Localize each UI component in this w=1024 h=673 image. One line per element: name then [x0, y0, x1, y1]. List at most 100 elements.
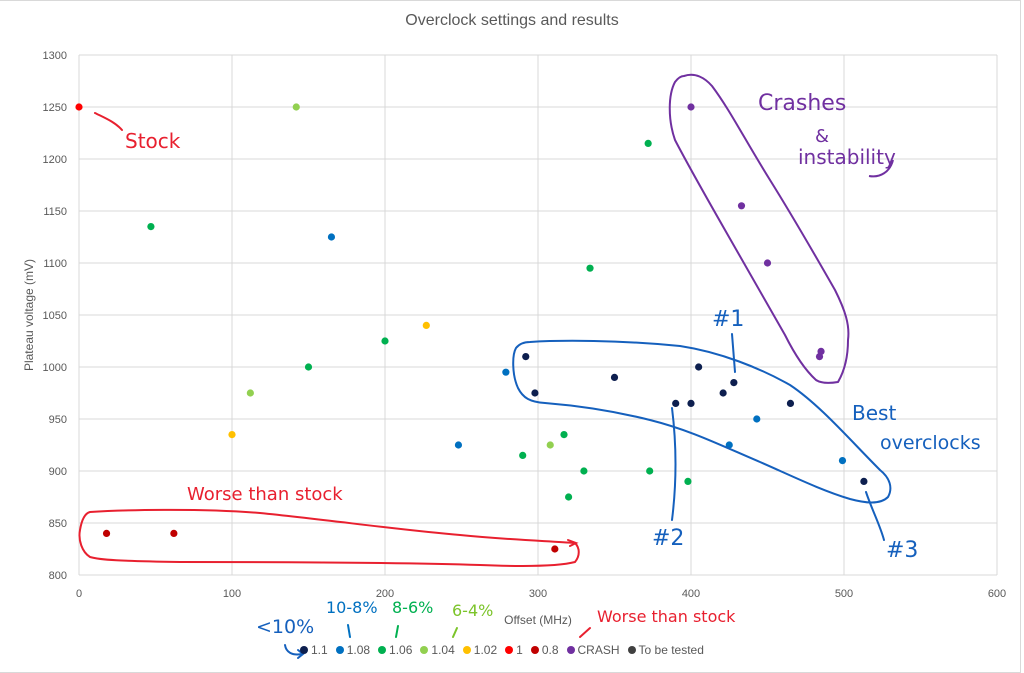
data-point: [75, 103, 83, 111]
legend-marker-icon: [420, 646, 429, 654]
legend-label: 1.1: [311, 643, 328, 657]
data-point: [454, 441, 463, 449]
data-point: [228, 431, 236, 439]
data-point: [838, 457, 847, 465]
data-point: [695, 363, 703, 371]
y-tick-label: 1000: [43, 362, 67, 374]
y-tick-label: 1200: [43, 154, 67, 166]
annotation-worse-legend-text: Worse than stock: [597, 607, 736, 626]
gridlines: [78, 54, 998, 576]
annotation-n2-text: #2: [652, 526, 684, 551]
annotation-n3-text: #3: [886, 538, 918, 563]
legend-item: 1.08: [335, 643, 371, 657]
legend-marker-icon: [462, 646, 471, 654]
data-point: [551, 545, 559, 553]
legend-item: 1.1: [300, 643, 328, 657]
data-point: [817, 347, 825, 355]
data-point: [646, 467, 654, 475]
legend-label: 1.02: [473, 643, 498, 657]
y-tick-label: 950: [49, 414, 67, 426]
data-point: [644, 139, 652, 147]
x-tick-label: 300: [529, 588, 547, 600]
annotation-worse-loop: [78, 508, 580, 567]
data-point: [725, 441, 733, 449]
legend-annotations: [284, 624, 591, 659]
data-point: [327, 233, 336, 241]
data-point: [753, 415, 761, 423]
data-point: [102, 529, 111, 538]
data-point: [565, 493, 573, 501]
annotation-r108-text: 10-8%: [326, 598, 378, 617]
legend-label: 0.8: [541, 643, 559, 657]
data-point: [502, 368, 510, 376]
legend-marker-icon: [627, 646, 636, 654]
data-point: [422, 321, 430, 329]
data-points: [75, 103, 868, 553]
y-tick-label: 900: [49, 466, 67, 478]
x-tick-label: 500: [835, 588, 853, 600]
y-tick-label: 1100: [43, 258, 67, 270]
chart-title: Overclock settings and results: [405, 12, 619, 29]
y-tick-label: 1150: [43, 206, 67, 218]
annotation-stock: [94, 112, 123, 131]
data-point: [246, 389, 254, 397]
annotation-best-loop: [512, 333, 892, 541]
data-point: [560, 431, 568, 439]
data-point: [546, 441, 554, 449]
data-point: [719, 389, 727, 397]
annotation-lt10-text: <10%: [256, 616, 314, 638]
legend-label: CRASH: [577, 643, 620, 657]
y-tick-label: 800: [49, 570, 67, 582]
data-point: [763, 259, 772, 267]
y-tick-label: 1300: [43, 50, 67, 62]
y-axis-label: Plateau voltage (mV): [22, 259, 36, 371]
annotation-r64-text: 6-4%: [452, 601, 493, 620]
data-point: [672, 399, 680, 407]
legend-label: 1.06: [389, 643, 413, 657]
x-tick-label: 200: [376, 588, 394, 600]
legend-item: 1.02: [462, 643, 498, 657]
data-point: [610, 373, 619, 381]
annotation-crashes-text: Crashes: [758, 91, 846, 116]
legend-item: 0.8: [530, 643, 559, 657]
data-point: [687, 103, 695, 111]
legend-marker-icon: [505, 646, 514, 654]
legend-label: To be tested: [638, 643, 704, 657]
annotation-worse-text: Worse than stock: [187, 484, 343, 505]
y-tick-label: 850: [49, 518, 67, 530]
data-point: [531, 389, 539, 397]
legend-marker-icon: [335, 646, 344, 654]
annotation-stock-text: Stock: [125, 129, 181, 153]
data-point: [381, 337, 389, 345]
y-tick-label: 1050: [43, 310, 67, 322]
annotation-overclocks-text: overclocks: [880, 432, 981, 454]
legend-label: 1.04: [431, 643, 455, 657]
data-point: [522, 353, 530, 361]
data-point: [730, 379, 738, 387]
y-tick-label: 1250: [43, 102, 67, 114]
data-point: [580, 467, 588, 475]
data-point: [860, 477, 868, 485]
annotation-amp-text: &: [815, 126, 829, 147]
data-point: [147, 223, 155, 231]
data-point: [684, 477, 692, 485]
legend-item: 1.04: [420, 643, 455, 657]
legend-item: CRASH: [566, 643, 620, 657]
x-tick-label: 0: [76, 588, 82, 600]
annotation-r86-text: 8-6%: [392, 598, 433, 617]
x-tick-label: 600: [988, 588, 1006, 600]
legend-item: 1: [505, 643, 523, 657]
data-point: [687, 399, 695, 407]
legend-label: 1.08: [346, 643, 371, 657]
legend-marker-icon: [566, 646, 575, 654]
legend-marker-icon: [300, 646, 308, 654]
data-point: [737, 202, 746, 210]
data-point: [519, 451, 527, 459]
data-point: [292, 103, 300, 111]
legend-marker-icon: [378, 646, 387, 654]
axis-ticks: 800 850 900 950 1000 1050 1100 1150 1200 1250 1300…: [43, 50, 1007, 600]
annotation-instability-text: instability: [798, 145, 896, 169]
legend-item: To be tested: [627, 643, 704, 657]
data-point: [786, 399, 795, 407]
